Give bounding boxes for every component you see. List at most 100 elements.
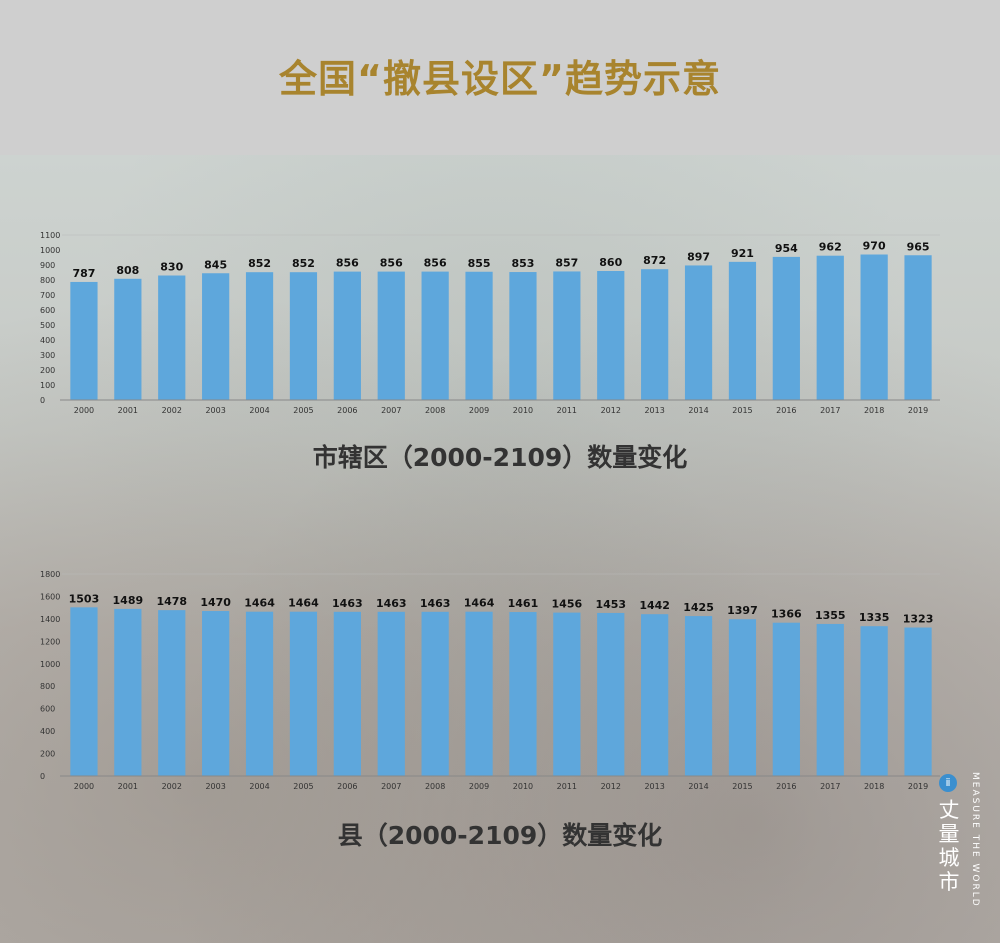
district-y-tick-label: 0: [40, 396, 45, 405]
county-data-label: 1464: [244, 597, 275, 610]
brand-name: 丈量城市: [938, 798, 960, 894]
district-chart-svg: 0 100 200 300 400 500 600 700 800 900 1000 1100 787 2…: [40, 231, 940, 415]
county-x-tick-label: 2002: [162, 782, 182, 791]
county-data-label: 1489: [113, 594, 144, 607]
county-x-tick-label: 2013: [644, 782, 664, 791]
district-bar: [333, 271, 361, 400]
county-data-label: 1397: [727, 604, 758, 617]
district-data-label: 855: [468, 257, 491, 270]
county-y-tick-label: 1800: [40, 570, 60, 579]
county-x-tick-label: 2014: [688, 782, 708, 791]
county-data-label: 1464: [464, 597, 495, 610]
district-bar: [597, 271, 625, 400]
district-x-tick-label: 2008: [425, 406, 445, 415]
district-bar: [684, 265, 713, 400]
county-data-label: 1463: [332, 597, 363, 610]
county-x-tick-label: 2010: [513, 782, 533, 791]
county-x-tick-label: 2015: [732, 782, 752, 791]
district-y-tick-label: 600: [40, 306, 55, 315]
county-x-tick-label: 2018: [864, 782, 884, 791]
district-data-label: 856: [380, 257, 403, 270]
county-data-label: 1442: [639, 599, 670, 612]
county-data-label: 1456: [552, 598, 583, 611]
county-bar: [158, 610, 186, 776]
district-data-label: 965: [907, 240, 930, 253]
district-bar: [377, 271, 405, 400]
district-data-label: 921: [731, 247, 754, 260]
district-y-tick-label: 800: [40, 276, 55, 285]
county-x-tick-label: 2007: [381, 782, 401, 791]
county-x-tick-label: 2012: [601, 782, 621, 791]
district-bar: [641, 269, 669, 400]
district-data-label: 853: [511, 257, 534, 270]
county-y-tick-label: 200: [40, 750, 55, 759]
district-data-label: 872: [643, 254, 666, 267]
county-data-label: 1464: [288, 597, 319, 610]
county-bar: [772, 622, 800, 776]
district-data-label: 857: [555, 256, 578, 269]
district-data-label: 830: [160, 261, 183, 274]
district-y-tick-label: 300: [40, 351, 55, 360]
county-chart: 0 200 400 600 800 1000 1200 1400 1600 1800 1503 200…: [0, 565, 1000, 793]
district-x-tick-label: 2002: [162, 406, 182, 415]
county-bar: [202, 611, 230, 776]
brand-watermark: ⅱ 丈量城市 MEASURE THE WORLD: [930, 768, 990, 938]
district-bar: [509, 272, 537, 400]
county-bar: [728, 619, 757, 776]
county-x-tick-label: 2000: [74, 782, 94, 791]
district-data-label: 954: [775, 242, 798, 255]
district-bar: [860, 254, 888, 400]
county-bar: [553, 612, 581, 776]
district-bar: [904, 255, 932, 400]
district-y-tick-label: 100: [40, 381, 55, 390]
county-x-tick-label: 2017: [820, 782, 840, 791]
county-bar: [597, 612, 625, 776]
county-y-tick-label: 400: [40, 727, 55, 736]
district-data-label: 787: [72, 267, 95, 280]
district-bar: [553, 271, 581, 400]
county-bar: [377, 611, 405, 776]
district-chart: 0 100 200 300 400 500 600 700 800 900 1000 1100 787 2…: [0, 225, 1000, 425]
county-data-label: 1461: [508, 597, 539, 610]
district-x-tick-label: 2014: [688, 406, 708, 415]
district-y-tick-label: 1000: [40, 246, 60, 255]
district-bar: [421, 271, 449, 400]
district-x-tick-label: 2006: [337, 406, 357, 415]
county-x-tick-label: 2006: [337, 782, 357, 791]
county-bar: [421, 611, 449, 776]
county-data-label: 1355: [815, 609, 846, 622]
county-bar: [641, 614, 669, 776]
county-y-tick-label: 1400: [40, 615, 60, 624]
county-x-tick-label: 2001: [118, 782, 138, 791]
district-x-tick-label: 2000: [74, 406, 94, 415]
district-x-tick-label: 2018: [864, 406, 884, 415]
county-bar: [114, 608, 142, 776]
county-data-label: 1463: [420, 597, 451, 610]
county-y-tick-label: 0: [40, 772, 45, 781]
district-bar: [728, 261, 757, 400]
district-data-label: 852: [292, 257, 315, 270]
district-data-label: 970: [863, 240, 886, 253]
district-data-label: 845: [204, 258, 227, 271]
county-bar: [245, 611, 274, 776]
district-chart-title: 市辖区（2000-2109）数量变化: [312, 443, 688, 472]
district-bar: [202, 273, 230, 400]
county-y-tick-label: 1200: [40, 637, 60, 646]
district-data-label: 852: [248, 257, 271, 270]
district-x-tick-label: 2013: [644, 406, 664, 415]
county-chart-svg: 0 200 400 600 800 1000 1200 1400 1600 1800 1503 200…: [40, 570, 940, 791]
county-bar: [816, 623, 844, 776]
county-bar: [333, 611, 361, 776]
district-bar: [114, 278, 142, 400]
district-x-tick-label: 2011: [557, 406, 577, 415]
district-y-tick-label: 700: [40, 291, 55, 300]
county-bar: [289, 611, 318, 776]
district-data-label: 808: [116, 264, 139, 277]
district-x-tick-label: 2009: [469, 406, 489, 415]
county-data-label: 1335: [859, 611, 890, 624]
district-x-tick-label: 2016: [776, 406, 796, 415]
district-x-tick-label: 2007: [381, 406, 401, 415]
county-data-label: 1323: [903, 613, 934, 626]
district-data-label: 856: [424, 257, 447, 270]
